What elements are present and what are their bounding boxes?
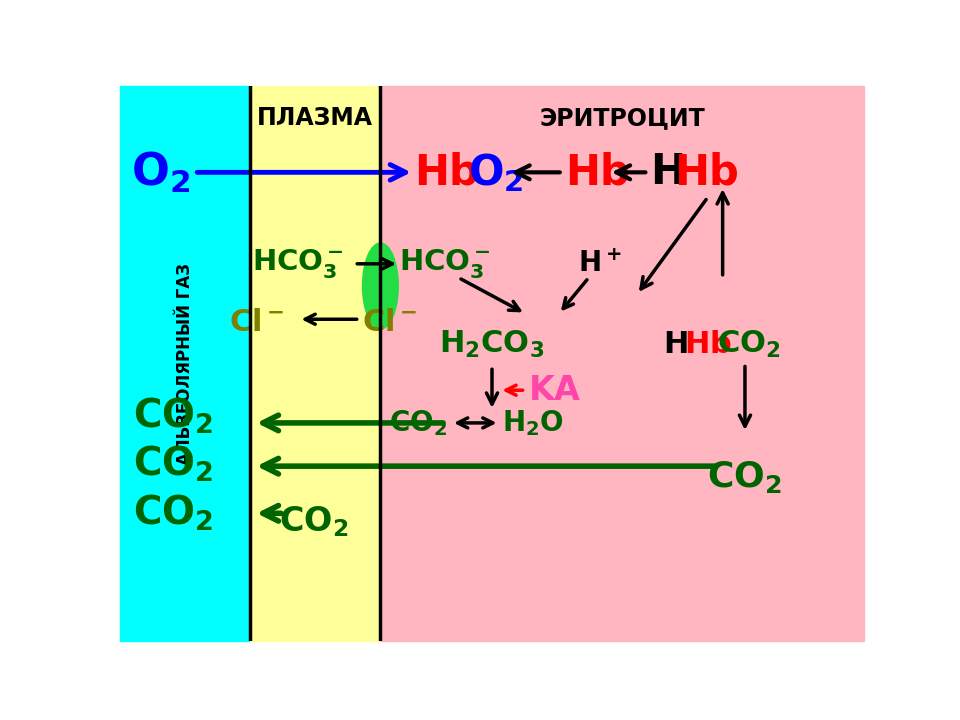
Text: $\mathbf{Hb}$: $\mathbf{Hb}$ [564,151,630,194]
Text: $\mathbf{Hb}$: $\mathbf{Hb}$ [414,151,479,194]
Text: $\mathbf{CO_2}$: $\mathbf{CO_2}$ [133,444,214,484]
Text: ЭРИТРОЦИТ: ЭРИТРОЦИТ [540,106,705,130]
Text: $\mathbf{H}$: $\mathbf{H}$ [663,330,687,359]
Text: $\mathbf{CO_2}$: $\mathbf{CO_2}$ [133,493,214,534]
Text: $\mathbf{Cl^-}$: $\mathbf{Cl^-}$ [362,307,417,336]
Text: $\mathbf{KA}$: $\mathbf{KA}$ [528,374,581,407]
Bar [380,86,864,641]
Text: $\mathbf{CO_2}$: $\mathbf{CO_2}$ [389,408,447,438]
Text: $\mathbf{H^+}$: $\mathbf{H^+}$ [578,250,622,278]
Text: $\mathbf{O_2}$: $\mathbf{O_2}$ [468,151,523,194]
Text: АЛЬВЕОЛЯРНЫЙ ГАЗ: АЛЬВЕОЛЯРНЫЙ ГАЗ [176,263,194,464]
Text: ПЛАЗМА: ПЛАЗМА [257,106,373,130]
Text: $\mathbf{O_2}$: $\mathbf{O_2}$ [132,150,190,195]
Text: $\mathbf{Cl^-}$: $\mathbf{Cl^-}$ [228,307,283,336]
Text: $\mathbf{CO_2}$: $\mathbf{CO_2}$ [278,504,348,539]
Bar [120,86,251,641]
Text: $\mathbf{H_2O}$: $\mathbf{H_2O}$ [502,408,564,438]
Text: $\mathbf{CO_2}$: $\mathbf{CO_2}$ [133,396,214,436]
Text: $\mathbf{HCO_3^-}$: $\mathbf{HCO_3^-}$ [252,247,344,280]
Text: $\mathbf{CO_2}$: $\mathbf{CO_2}$ [717,328,780,360]
Text: $\mathbf{H_2CO_3}$: $\mathbf{H_2CO_3}$ [440,328,544,360]
Ellipse shape [363,243,398,329]
Text: $\mathbf{HCO_3^-}$: $\mathbf{HCO_3^-}$ [399,247,491,280]
Text: $\mathbf{H}$: $\mathbf{H}$ [650,151,683,194]
Bar [251,86,380,641]
Text: $\mathbf{Hb}$: $\mathbf{Hb}$ [674,151,739,194]
Text: $\mathbf{CO_2}$: $\mathbf{CO_2}$ [708,459,782,495]
Text: $\mathbf{Hb}$: $\mathbf{Hb}$ [684,330,732,359]
